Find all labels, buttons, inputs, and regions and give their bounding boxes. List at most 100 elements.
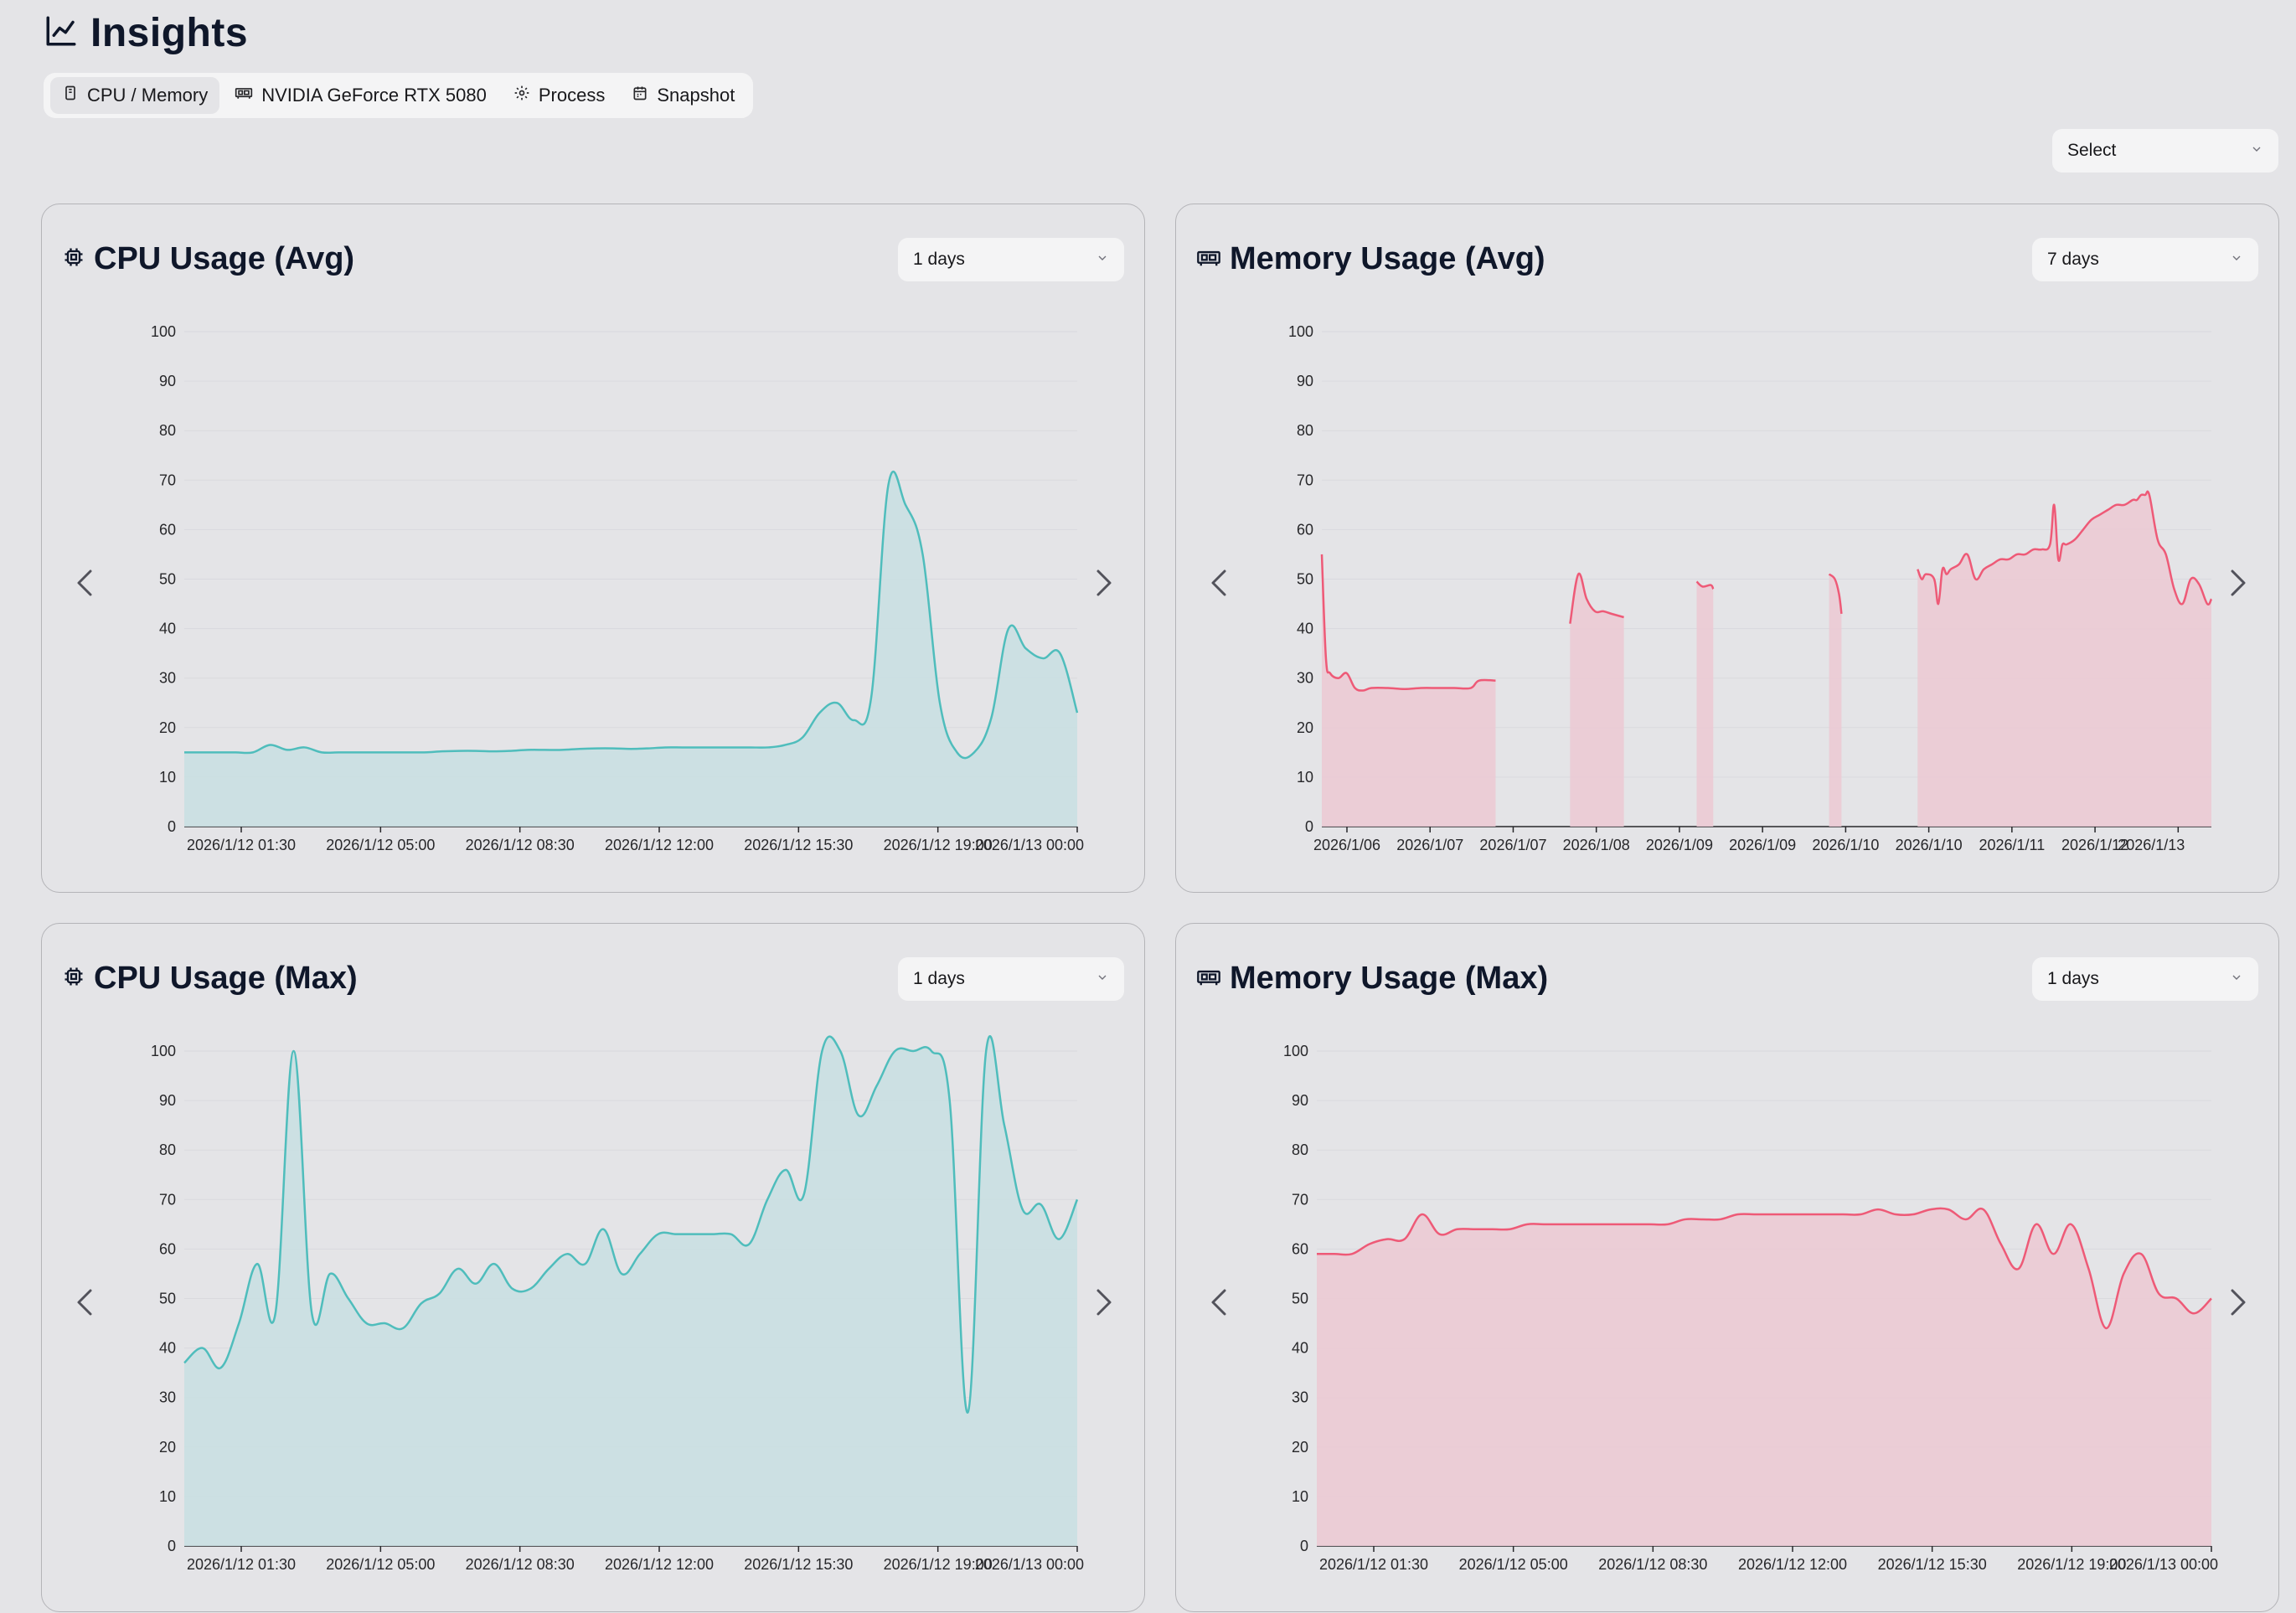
y-tick-label: 30 (1292, 1389, 1308, 1406)
chevron-left-icon[interactable] (1201, 563, 1235, 603)
x-tick-label: 2026/1/13 (2118, 837, 2185, 853)
y-tick-label: 90 (1292, 1092, 1308, 1109)
y-tick-label: 90 (1297, 373, 1313, 389)
tab-label: NVIDIA GeForce RTX 5080 (261, 85, 487, 106)
card-title: CPU Usage (Max) (94, 961, 358, 996)
y-tick-label: 20 (1292, 1439, 1308, 1456)
page-header: Insights (44, 10, 248, 56)
series-line (1695, 580, 1715, 590)
y-tick-label: 80 (159, 1141, 176, 1158)
range-select[interactable]: 1 days (2032, 957, 2258, 1001)
chevron-left-icon[interactable] (67, 563, 101, 603)
card-title-row: Memory Usage (Avg) (1196, 241, 1545, 277)
x-tick-label: 2026/1/09 (1729, 837, 1796, 853)
chevron-left-icon[interactable] (1201, 1282, 1235, 1322)
cpu-max-card: CPU Usage (Max) 1 days 0 10 20 30 40 50 60 70 80… (41, 923, 1145, 1612)
series-line (1828, 573, 1843, 615)
chevron-down-icon (2250, 141, 2263, 161)
gear-icon (513, 85, 530, 106)
chevron-down-icon (1096, 250, 1109, 270)
x-tick-label: 2026/1/12 15:30 (744, 1556, 853, 1573)
y-tick-label: 40 (1297, 621, 1313, 637)
y-tick-label: 80 (1297, 422, 1313, 439)
x-tick-label: 2026/1/12 12:00 (1738, 1556, 1847, 1573)
x-tick-label: 2026/1/06 (1313, 837, 1380, 853)
series-area (1696, 581, 1714, 827)
x-tick-label: 2026/1/13 00:00 (975, 837, 1084, 853)
x-tick-label: 2026/1/10 (1896, 837, 1963, 853)
x-tick-label: 2026/1/12 05:00 (326, 1556, 435, 1573)
tab-snapshot[interactable]: Snapshot (620, 77, 746, 114)
chevron-right-icon[interactable] (2221, 1282, 2255, 1322)
memory-avg-card: Memory Usage (Avg) 7 days 0 10 20 30 40 50 60 7… (1175, 204, 2279, 893)
x-tick-label: 2026/1/12 15:30 (744, 837, 853, 853)
y-tick-label: 70 (1292, 1191, 1308, 1208)
global-select[interactable]: Select (2052, 129, 2278, 173)
series-line (183, 470, 1079, 760)
y-tick-label: 100 (151, 1043, 176, 1059)
card-title-row: CPU Usage (Avg) (62, 241, 354, 277)
x-tick-label: 2026/1/12 12:00 (605, 837, 714, 853)
select-value: 1 days (913, 250, 965, 269)
x-tick-label: 2026/1/12 19:00 (884, 837, 993, 853)
x-tick-label: 2026/1/12 01:30 (187, 837, 296, 853)
chevron-down-icon (2230, 969, 2243, 989)
card-title-row: Memory Usage (Max) (1196, 961, 1548, 997)
chevron-right-icon[interactable] (2221, 563, 2255, 603)
y-tick-label: 10 (159, 769, 176, 786)
series-area (1917, 491, 2211, 827)
cpu-avg-chart: 0 10 20 30 40 50 60 70 80 90 100 2026/1/12 01:30 202… (67, 323, 1121, 853)
y-tick-label: 40 (159, 1340, 176, 1357)
chevron-right-icon[interactable] (1087, 1282, 1121, 1322)
series-area (1322, 554, 1496, 827)
tab-gpu[interactable]: NVIDIA GeForce RTX 5080 (223, 77, 498, 114)
y-tick-label: 30 (159, 670, 176, 687)
y-tick-label: 50 (1292, 1291, 1308, 1307)
card-title: Memory Usage (Max) (1230, 961, 1549, 996)
y-tick-label: 30 (159, 1389, 176, 1406)
x-tick-label: 2026/1/12 08:30 (466, 837, 575, 853)
chevron-left-icon[interactable] (67, 1282, 101, 1322)
memory-icon (1196, 961, 1221, 997)
x-tick-label: 2026/1/12 05:00 (326, 837, 435, 853)
series-line (1569, 572, 1624, 624)
x-tick-label: 2026/1/07 (1396, 837, 1463, 853)
y-tick-label: 60 (159, 521, 176, 538)
y-tick-label: 20 (159, 1439, 176, 1456)
tab-label: Snapshot (657, 85, 735, 106)
chevron-down-icon (2230, 250, 2243, 270)
series-line (1320, 554, 1496, 692)
y-tick-label: 20 (1297, 719, 1313, 736)
y-tick-label: 100 (1283, 1043, 1308, 1059)
memory-icon (1196, 241, 1221, 277)
y-tick-label: 100 (151, 323, 176, 340)
x-tick-label: 2026/1/12 05:00 (1459, 1556, 1568, 1573)
cpu-icon (62, 241, 85, 277)
tab-process[interactable]: Process (502, 77, 617, 114)
memory-max-card: Memory Usage (Max) 1 days 0 10 20 30 40 50 60 7… (1175, 923, 2279, 1612)
series-line (1316, 1207, 2212, 1330)
select-value: Select (2067, 141, 2117, 160)
gpu-icon (235, 85, 253, 106)
x-tick-label: 2026/1/11 (1979, 837, 2045, 853)
range-select[interactable]: 1 days (898, 238, 1124, 281)
select-value: 1 days (2047, 969, 2099, 988)
x-tick-label: 2026/1/07 (1479, 837, 1546, 853)
range-select[interactable]: 1 days (898, 957, 1124, 1001)
series-area (184, 1036, 1077, 1546)
y-tick-label: 0 (168, 1538, 176, 1554)
chevron-right-icon[interactable] (1087, 563, 1121, 603)
x-tick-label: 2026/1/12 01:30 (1319, 1556, 1428, 1573)
y-tick-label: 60 (1292, 1240, 1308, 1257)
y-tick-label: 10 (1292, 1488, 1308, 1505)
range-select[interactable]: 7 days (2032, 238, 2258, 281)
tab-label: Process (538, 85, 606, 106)
x-tick-label: 2026/1/12 19:00 (2017, 1556, 2126, 1573)
y-tick-label: 90 (159, 1092, 176, 1109)
y-tick-label: 70 (159, 472, 176, 488)
memory-max-chart: 0 10 20 30 40 50 60 70 80 90 100 2026/1/12 01:30 202… (1201, 1043, 2255, 1573)
card-title: Memory Usage (Avg) (1230, 241, 1545, 276)
tab-cpu-memory[interactable]: CPU / Memory (50, 77, 220, 114)
y-tick-label: 0 (1300, 1538, 1308, 1554)
cpu-icon (62, 85, 79, 106)
